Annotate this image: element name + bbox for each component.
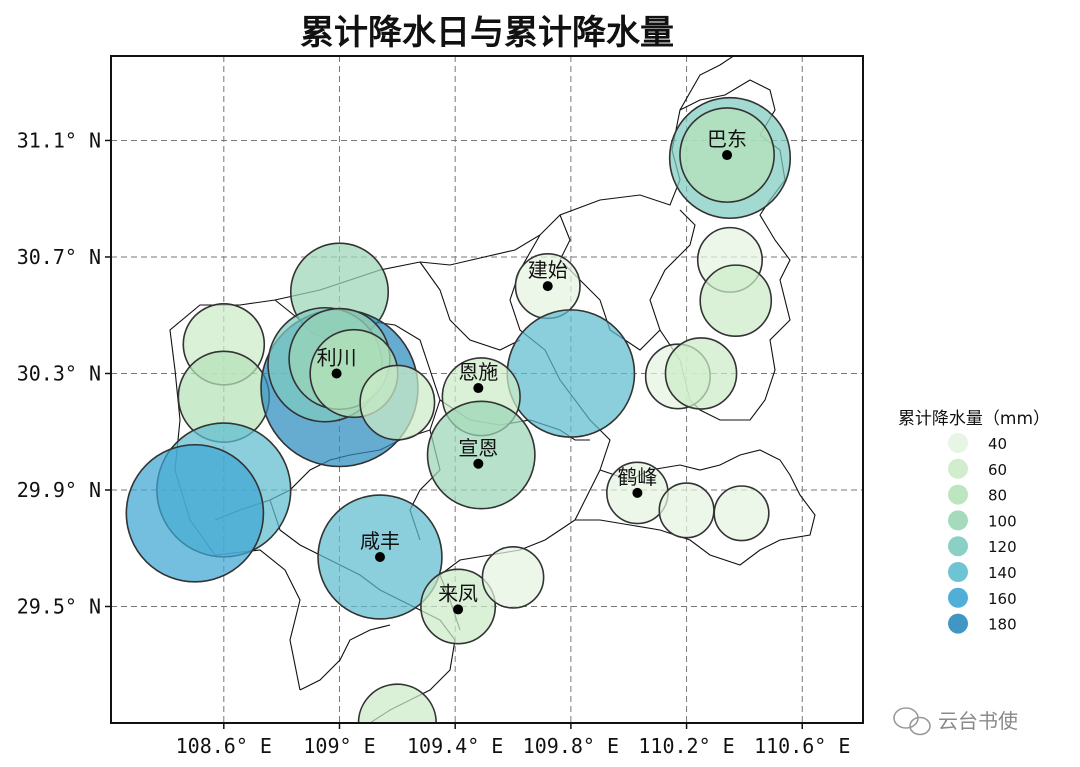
tick-label-y: 30.3° N	[17, 361, 101, 385]
tick-label-y: 29.5° N	[17, 594, 101, 618]
precip-circle	[658, 482, 715, 539]
legend-label: 160	[988, 590, 1017, 608]
tick-label-x: 109.4° E	[407, 734, 503, 758]
city-label: 咸丰	[360, 529, 400, 553]
boundary-north-east	[649, 79, 791, 421]
plot-frame	[110, 55, 864, 724]
legend-label: 120	[988, 538, 1017, 556]
tick-label-x: 110.6° E	[754, 734, 850, 758]
tick-label-y: 30.7° N	[17, 245, 101, 269]
precip-circle	[426, 400, 536, 510]
city-dot	[473, 458, 484, 469]
city-dot	[374, 551, 385, 562]
legend-swatch	[948, 458, 968, 479]
legend-label: 100	[988, 512, 1017, 530]
precip-circle	[506, 309, 636, 438]
precip-circles	[125, 96, 792, 723]
city-dot	[453, 604, 464, 615]
city-dot	[542, 281, 553, 292]
city-label: 恩施	[458, 360, 498, 384]
legend-swatch	[948, 562, 968, 582]
precip-circle	[699, 264, 773, 338]
precip-circle	[481, 545, 545, 609]
tick-label-x: 108.6° E	[176, 734, 272, 758]
legend-swatch	[948, 510, 968, 531]
city-dot	[722, 150, 733, 161]
tick-label-x: 109° E	[303, 734, 375, 758]
precip-circle	[125, 443, 265, 583]
precip-circle	[359, 364, 436, 441]
precip-circle	[357, 683, 437, 723]
legend-swatch	[948, 536, 968, 557]
city-label: 来凤	[438, 581, 478, 605]
tick-label-y: 31.1° N	[17, 128, 101, 152]
city-dot	[331, 368, 342, 379]
legend-label: 140	[988, 564, 1017, 582]
legend-swatch	[948, 484, 968, 505]
city-label: 利川	[317, 345, 357, 369]
legend-label: 40	[988, 435, 1007, 453]
axis-ticks: 108.6° E 109° E 109.4° E 109.8° E 110.2° E 11…	[17, 128, 851, 758]
watermark: 云台书使	[893, 707, 1018, 736]
city-dot	[473, 383, 484, 394]
legend: 累计降水量（mm） 40 60 80 100 120 140 160 180	[898, 409, 1050, 634]
tick-label-x: 109.8° E	[523, 734, 619, 758]
city-label: 宣恩	[458, 436, 498, 460]
precip-circle	[664, 337, 738, 410]
legend-swatch	[948, 613, 968, 634]
city-label: 建始	[528, 258, 568, 282]
legend-label: 80	[988, 487, 1007, 505]
legend-title: 累计降水量（mm）	[898, 409, 1050, 429]
city-label: 巴东	[707, 127, 747, 151]
tick-label-y: 29.9° N	[17, 478, 101, 502]
legend-label: 60	[988, 461, 1007, 479]
legend-label: 180	[988, 616, 1017, 634]
chart-title: 累计降水日与累计降水量	[300, 13, 674, 53]
legend-swatch	[948, 587, 968, 608]
legend-swatch	[948, 433, 968, 453]
wechat-icon	[893, 707, 931, 736]
tick-label-x: 110.2° E	[638, 734, 734, 758]
precip-circle	[713, 485, 770, 542]
city-dot	[632, 487, 643, 498]
city-label: 鹤峰	[617, 465, 657, 489]
watermark-text: 云台书使	[938, 709, 1018, 733]
